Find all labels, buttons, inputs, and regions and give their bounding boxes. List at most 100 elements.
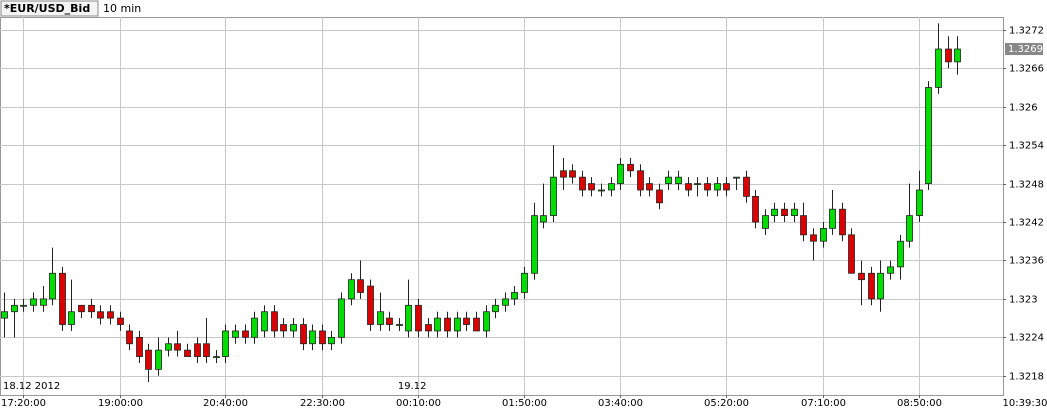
y-tick-label: 1.3218	[1009, 372, 1044, 383]
candle-body	[425, 324, 432, 332]
candle-body	[454, 317, 461, 332]
candle-body	[887, 266, 894, 274]
candle-body	[328, 336, 335, 345]
candle-body	[203, 343, 210, 357]
y-tick-label: 1.323	[1009, 295, 1038, 306]
candle-body	[271, 311, 278, 332]
candle-body	[685, 183, 692, 191]
candle-body	[88, 304, 95, 313]
candle-body	[617, 163, 624, 184]
candle-body	[49, 272, 56, 300]
candle-body	[78, 304, 85, 313]
candle-body	[473, 317, 480, 332]
candle-body	[194, 343, 201, 357]
candle-body	[694, 183, 701, 185]
candle-body	[531, 215, 538, 274]
y-tick-label: 1.3254	[1009, 141, 1044, 152]
candle-body	[511, 292, 518, 300]
candle-body	[165, 343, 172, 351]
candle-body	[232, 330, 239, 338]
x-tick-label: 01:50:00	[502, 398, 547, 409]
candle-body	[858, 272, 865, 281]
candle-body	[396, 324, 403, 326]
candle-body	[309, 330, 316, 345]
candle-body	[935, 48, 942, 88]
y-tick-label: 1.326	[1009, 103, 1038, 114]
candle-body	[752, 195, 759, 223]
y-tick-label: 1.3242	[1009, 218, 1044, 229]
candle-body	[40, 298, 47, 306]
y-tick-label: 1.3272	[1009, 26, 1044, 37]
candle-body	[155, 349, 162, 370]
current-price-label: 1.3269	[1008, 44, 1043, 55]
candle-body	[290, 324, 297, 332]
chart-title: *EUR/USD_Bid	[4, 2, 90, 15]
current-time-label: 10:39:30	[1003, 398, 1047, 409]
y-tick-label: 1.3266	[1009, 64, 1044, 75]
y-tick-label: 1.3224	[1009, 333, 1044, 344]
candle-body	[222, 330, 229, 357]
candle-body	[126, 330, 133, 345]
candle-body	[848, 234, 855, 274]
candle-body	[502, 298, 509, 306]
candle-body	[357, 279, 364, 293]
candle-body	[791, 208, 798, 217]
candle-body	[300, 324, 307, 345]
candle-body	[483, 311, 490, 332]
candle-body	[598, 189, 605, 192]
candle-body	[174, 343, 181, 351]
candle-body	[261, 311, 268, 332]
date-label: 18.12 2012	[3, 381, 60, 392]
candle-body	[145, 349, 152, 370]
candle-body	[319, 330, 326, 345]
candle-body	[107, 311, 114, 319]
candle-body	[646, 183, 653, 191]
candle-body	[800, 215, 807, 236]
candle-body	[675, 176, 682, 184]
candle-body	[954, 48, 961, 63]
candle-body	[251, 317, 258, 338]
candle-body	[11, 304, 18, 313]
candle-body	[839, 208, 846, 236]
x-tick-label: 03:40:00	[598, 398, 643, 409]
candle-body	[492, 304, 499, 313]
candle-body	[97, 311, 104, 319]
title-box	[0, 0, 99, 17]
candle-body	[367, 285, 374, 325]
date-label: 19.12	[398, 381, 427, 392]
candle-body	[560, 170, 567, 178]
candle-body	[444, 317, 451, 332]
candle-body	[810, 234, 817, 242]
y-tick-label: 1.3236	[1009, 256, 1044, 267]
candle-body	[762, 215, 769, 229]
candle-body	[59, 272, 66, 325]
candle-body	[820, 228, 827, 242]
candle-body	[906, 215, 913, 242]
candle-body	[608, 183, 615, 191]
candle-body	[184, 349, 191, 357]
candle-body	[213, 356, 220, 358]
candle-body	[521, 272, 528, 293]
candle-body	[463, 317, 470, 325]
candle-body	[945, 48, 952, 63]
x-tick-label: 07:10:00	[801, 398, 846, 409]
candle-body	[704, 183, 711, 191]
candle-body	[30, 298, 37, 306]
candle-body	[916, 189, 923, 217]
candle-body	[377, 311, 384, 325]
candle-body	[877, 272, 884, 300]
candle-body	[569, 170, 576, 178]
candle-body	[136, 336, 143, 357]
x-tick-label: 22:30:00	[300, 398, 345, 409]
labels-layer: 1.3218 1.3224 1.323 1.3236 1.3242 1.3248 1.325…	[1, 26, 1044, 410]
candle-body	[588, 183, 595, 191]
candle-body	[743, 176, 750, 197]
candle-body	[386, 317, 393, 325]
candle-body	[714, 183, 721, 191]
candle-body	[656, 189, 663, 204]
candle-body	[771, 208, 778, 217]
candle-body	[415, 304, 422, 332]
plot-frame	[0, 17, 1004, 396]
